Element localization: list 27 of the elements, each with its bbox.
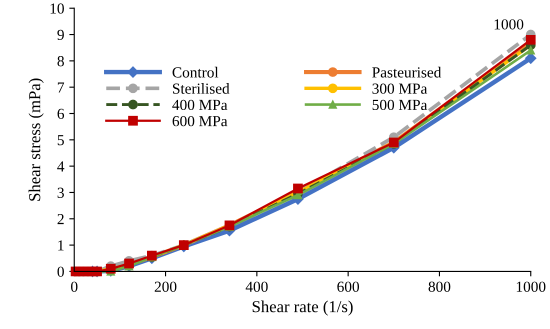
- y-tick-label: 10: [50, 3, 64, 14]
- annotation: 1000: [494, 19, 524, 30]
- y-tick-label: 6: [58, 108, 64, 119]
- legend-label: 300 MPa: [372, 83, 428, 94]
- y-tick-label: 7: [58, 82, 64, 92]
- legend-label: 500 MPa: [372, 100, 428, 110]
- x-tick-label: 600: [337, 282, 360, 292]
- y-tick-label: 8: [57, 56, 64, 66]
- x-tick-label: 400: [246, 282, 268, 292]
- y-tick-label: 1: [58, 240, 64, 250]
- legend-label: 400 MPa: [172, 100, 228, 110]
- x-tick-label: 800: [428, 282, 450, 292]
- legend-label: Pasteurised: [372, 66, 442, 78]
- x-tick-label: 0: [71, 282, 78, 292]
- legend-label: 600 MPa: [172, 116, 228, 126]
- x-tick-label: 200: [154, 282, 176, 292]
- y-tick-label: 9: [57, 30, 64, 40]
- y-tick-label: 2: [58, 214, 64, 224]
- legend-label: Sterilised: [172, 83, 230, 94]
- x-axis-title: Shear rate (1/s): [252, 300, 353, 316]
- legend-label: Control: [172, 66, 218, 78]
- y-axis-title: Shear stress (mPa): [28, 78, 44, 201]
- y-tick-label: 3: [58, 188, 64, 198]
- y-tick-label: 0: [57, 266, 64, 277]
- y-tick-label: 4: [57, 161, 64, 172]
- y-tick-label: 5: [58, 135, 64, 146]
- x-tick-label: 1000: [516, 282, 546, 292]
